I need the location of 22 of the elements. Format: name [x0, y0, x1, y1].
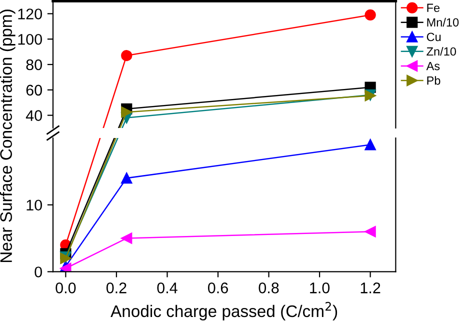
legend-label: Pb: [427, 76, 440, 85]
y-tick-label: 40: [26, 110, 42, 121]
x-tick-label: 0.2: [106, 282, 126, 294]
y-axis-title: Near Surface Concentration (ppm): [0, 10, 16, 262]
x-tick-label: 0.0: [56, 282, 76, 294]
y-tick-label: 120: [18, 8, 42, 20]
y-tick-label: 10: [26, 200, 42, 211]
y-tick-label: 60: [26, 84, 42, 96]
x-tick-label: 0.8: [258, 282, 279, 294]
legend-label: Mn/10: [427, 18, 459, 27]
x-tick-label: 0.6: [208, 282, 228, 294]
x-tick-label: 0.4: [157, 282, 178, 294]
legend-label: Fe: [427, 4, 440, 12]
x-tick-label: 1.2: [360, 282, 380, 294]
x-axis-title: Anodic charge passed (C/cm$^{2}$): [110, 302, 338, 320]
y-tick-label: 0: [34, 266, 42, 278]
x-tick-label: 1.0: [310, 282, 330, 294]
legend-label: Cu: [426, 32, 441, 42]
legend-label: As: [426, 62, 440, 70]
y-tick-label: 100: [18, 34, 42, 45]
y-tick-label: 80: [26, 59, 42, 70]
legend-label: Zn/10: [426, 47, 456, 56]
